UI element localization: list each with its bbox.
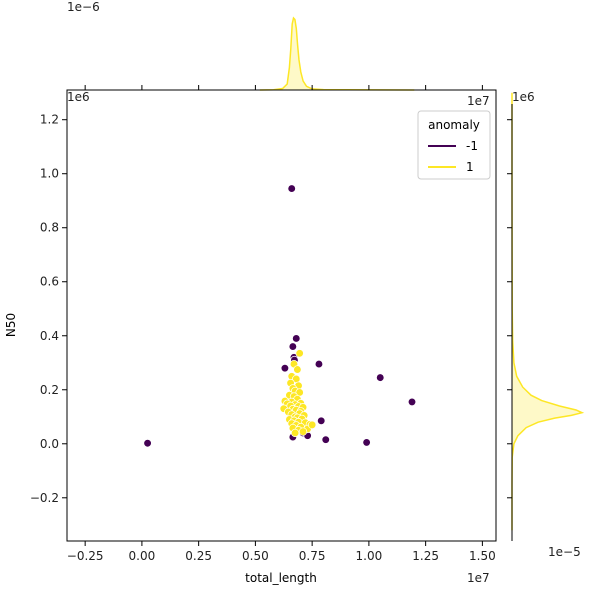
point-anomaly-neg1: [321, 435, 330, 444]
point-anomaly-neg1: [407, 397, 417, 407]
y-tick-label: 0.6: [40, 275, 59, 289]
x-tick-label: 0.75: [299, 549, 326, 563]
y-tick-label: 0.8: [40, 221, 59, 235]
point-anomaly-neg1: [362, 438, 371, 447]
point-anomaly-1: [293, 365, 302, 374]
scatter-points: [143, 184, 417, 448]
x-tick-label: 1.00: [356, 549, 383, 563]
point-anomaly-neg1: [287, 184, 296, 193]
legend-title: anomaly: [428, 118, 480, 132]
x-tick-label: −0.25: [67, 549, 104, 563]
right-marginal-ticks: [507, 119, 512, 499]
point-anomaly-1: [298, 427, 308, 436]
point-anomaly-1: [290, 428, 300, 438]
x-scale-label-top: 1e7: [467, 94, 490, 108]
x-scale-label: 1e7: [467, 571, 490, 585]
point-anomaly-1: [307, 420, 317, 430]
legend-label-neg1: -1: [466, 139, 478, 153]
point-anomaly-neg1: [280, 364, 290, 373]
y-axis-ticks: −0.2 0.0 0.2 0.4 0.6 0.8 1.0 1.2: [30, 113, 67, 505]
y-tick-label: 1.2: [40, 113, 59, 127]
x-tick-label: 0.00: [129, 549, 156, 563]
right-marginal-line: [511, 92, 585, 531]
y-tick-label: −0.2: [30, 491, 59, 505]
legend: anomaly -1 1: [417, 110, 491, 180]
top-marginal-scale-label: 1e−6: [67, 0, 100, 14]
top-marginal-kde: 1e−6: [67, 0, 496, 91]
y-tick-label: 0.4: [40, 329, 59, 343]
point-anomaly-neg1: [288, 342, 297, 351]
point-anomaly-neg1: [292, 334, 301, 343]
y-scale-label: 1e6: [67, 90, 90, 104]
x-tick-label: 0.25: [185, 549, 212, 563]
legend-label-1: 1: [466, 160, 474, 174]
y-tick-label: 1.0: [40, 167, 59, 181]
y-tick-label: 0.0: [40, 437, 59, 451]
point-anomaly-neg1: [376, 373, 385, 382]
plot-area-frame: [66, 89, 497, 542]
point-anomaly-neg1: [317, 416, 326, 425]
y-tick-label: 0.2: [40, 383, 59, 397]
top-marginal-ticks: [84, 85, 483, 90]
top-marginal-fill: [259, 18, 415, 90]
point-anomaly-neg1: [314, 359, 324, 369]
x-tick-label: 0.50: [242, 549, 269, 563]
point-anomaly-1: [295, 349, 304, 358]
top-marginal-line: [259, 16, 415, 91]
right-marginal-kde: 1e−5 1e6: [511, 90, 585, 559]
right-marginal-fill: [512, 92, 582, 531]
x-axis-ticks: −0.25 0.00 0.25 0.50 0.75 1.00 1.25 1.50: [67, 541, 496, 563]
main-axes: −0.25 0.00 0.25 0.50 0.75 1.00 1.25 1.50 −0.2 0.…: [4, 85, 512, 585]
x-tick-label: 1.25: [412, 549, 439, 563]
right-marginal-y-scale-label: 1e6: [512, 90, 535, 104]
x-axis-label: total_length: [245, 571, 317, 585]
x-tick-label: 1.50: [469, 549, 496, 563]
y-axis-label: N50: [4, 313, 18, 337]
right-marginal-scale-label: 1e−5: [548, 545, 581, 559]
point-anomaly-neg1: [143, 439, 152, 448]
